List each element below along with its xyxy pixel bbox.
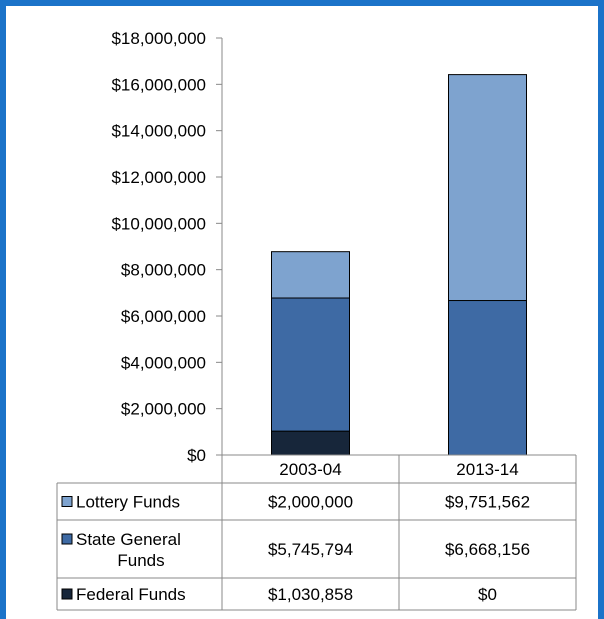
series-label-line: Funds xyxy=(117,551,164,570)
bar-segment xyxy=(271,297,350,432)
table-value-cell: $6,668,156 xyxy=(445,540,530,559)
y-tick-label: $14,000,000 xyxy=(111,122,206,141)
table-value-cell: $5,745,794 xyxy=(268,540,353,559)
legend-key-swatch xyxy=(61,496,73,507)
y-tick-label: $4,000,000 xyxy=(121,353,206,372)
series-label: Federal Funds xyxy=(76,585,186,604)
y-tick-label: $12,000,000 xyxy=(111,168,206,187)
bar-segment xyxy=(271,430,350,456)
table-value-cell: $0 xyxy=(478,585,497,604)
table-value-cell: $1,030,858 xyxy=(268,585,353,604)
bar-segment xyxy=(271,251,350,299)
y-tick-label: $16,000,000 xyxy=(111,75,206,94)
table-value-cell: $9,751,562 xyxy=(445,493,530,512)
y-tick-label: $0 xyxy=(187,446,206,465)
table-value-cell: $2,000,000 xyxy=(268,493,353,512)
y-tick-label: $18,000,000 xyxy=(111,29,206,48)
y-tick-label: $2,000,000 xyxy=(121,400,206,419)
bar-segment xyxy=(448,74,527,302)
x-category-label: 2003-04 xyxy=(279,460,341,479)
y-tick-label: $8,000,000 xyxy=(121,261,206,280)
series-label: Lottery Funds xyxy=(76,493,180,512)
series-label-line: State General xyxy=(76,530,181,549)
legend-key-swatch xyxy=(61,533,73,545)
y-tick-label: $10,000,000 xyxy=(111,214,206,233)
bar-segment xyxy=(448,300,527,456)
x-category-label: 2013-14 xyxy=(456,460,518,479)
legend-key-swatch xyxy=(61,588,73,600)
y-tick-label: $6,000,000 xyxy=(121,307,206,326)
